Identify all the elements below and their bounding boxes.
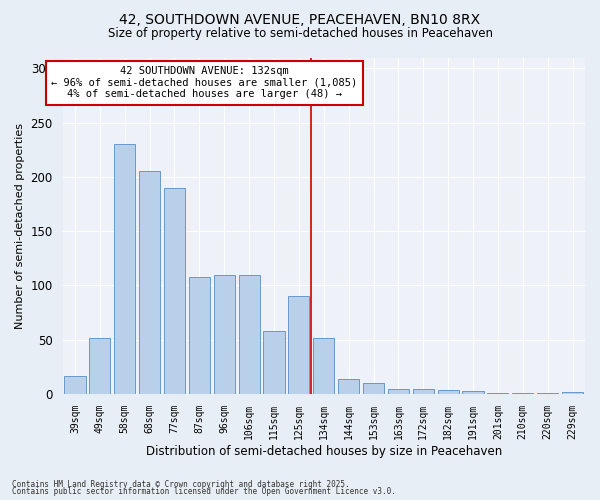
Bar [263,331,284,394]
Bar [463,390,484,394]
Bar [413,388,434,394]
Text: 42, SOUTHDOWN AVENUE, PEACEHAVEN, BN10 8RX: 42, SOUTHDOWN AVENUE, PEACEHAVEN, BN10 8… [119,12,481,26]
Bar [139,172,160,394]
Text: Contains public sector information licensed under the Open Government Licence v3: Contains public sector information licen… [12,487,396,496]
Bar [289,296,310,394]
Bar [437,390,459,394]
Bar [114,144,136,394]
Text: Contains HM Land Registry data © Crown copyright and database right 2025.: Contains HM Land Registry data © Crown c… [12,480,350,489]
Bar [313,338,334,394]
Bar [487,393,508,394]
Bar [338,379,359,394]
Bar [512,393,533,394]
Bar [562,392,583,394]
Bar [189,276,210,394]
Text: Size of property relative to semi-detached houses in Peacehaven: Size of property relative to semi-detach… [107,28,493,40]
Bar [89,338,110,394]
Bar [64,376,86,394]
Bar [164,188,185,394]
Text: 42 SOUTHDOWN AVENUE: 132sqm
← 96% of semi-detached houses are smaller (1,085)
4%: 42 SOUTHDOWN AVENUE: 132sqm ← 96% of sem… [51,66,358,100]
Y-axis label: Number of semi-detached properties: Number of semi-detached properties [15,122,25,328]
Bar [388,388,409,394]
Bar [239,274,260,394]
Bar [363,383,384,394]
X-axis label: Distribution of semi-detached houses by size in Peacehaven: Distribution of semi-detached houses by … [146,444,502,458]
Bar [214,274,235,394]
Bar [537,393,558,394]
